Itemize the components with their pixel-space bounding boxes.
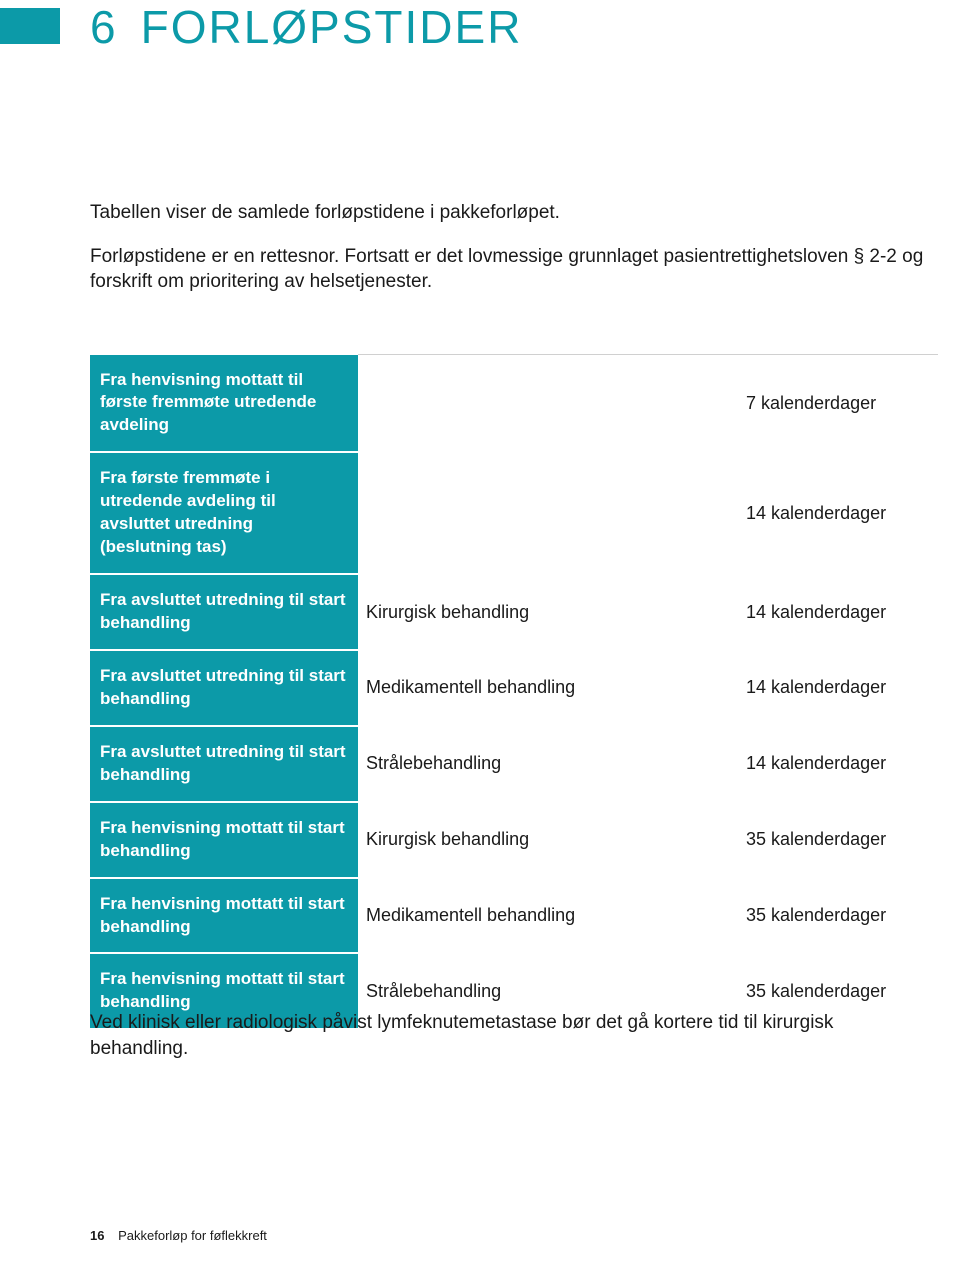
table-cell-right: 14 kalenderdager bbox=[738, 574, 938, 650]
table-cell-left: Fra avsluttet utredning til start behand… bbox=[90, 726, 358, 802]
page-footer: 16 Pakkeforløp for føflekkreft bbox=[90, 1228, 267, 1243]
table-row: Fra første fremmøte i utredende avdeling… bbox=[90, 452, 938, 574]
table-row: Fra avsluttet utredning til start behand… bbox=[90, 650, 938, 726]
table-cell-right: 14 kalenderdager bbox=[738, 452, 938, 574]
table-cell-left: Fra avsluttet utredning til start behand… bbox=[90, 650, 358, 726]
table-cell-mid: Strålebehandling bbox=[358, 726, 738, 802]
table-row: Fra henvisning mottatt til start behandl… bbox=[90, 802, 938, 878]
accent-bar bbox=[0, 8, 60, 44]
table-cell-mid: Kirurgisk behandling bbox=[358, 574, 738, 650]
table-cell-mid bbox=[358, 452, 738, 574]
table-cell-mid: Medikamentell behandling bbox=[358, 878, 738, 954]
table-row: Fra avsluttet utredning til start behand… bbox=[90, 726, 938, 802]
table-cell-left: Fra henvisning mottatt til start behandl… bbox=[90, 802, 358, 878]
chapter-heading: 6 FORLØPSTIDER bbox=[90, 0, 522, 54]
table-cell-right: 14 kalenderdager bbox=[738, 726, 938, 802]
table-cell-left: Fra første fremmøte i utredende avdeling… bbox=[90, 452, 358, 574]
footnote: Ved klinisk eller radiologisk påvist lym… bbox=[90, 1010, 930, 1061]
document-title: Pakkeforløp for føflekkreft bbox=[118, 1228, 267, 1243]
table-cell-mid: Medikamentell behandling bbox=[358, 650, 738, 726]
intro-text: Tabellen viser de samlede forløpstidene … bbox=[90, 200, 930, 313]
table-cell-right: 14 kalenderdager bbox=[738, 650, 938, 726]
page: { "heading": { "chapter_number": "6", "c… bbox=[0, 0, 960, 1261]
table-cell-right: 35 kalenderdager bbox=[738, 878, 938, 954]
table-row: Fra henvisning mottatt til første fremmø… bbox=[90, 355, 938, 453]
forlopstider-table: Fra henvisning mottatt til første fremmø… bbox=[90, 354, 938, 1030]
table-cell-left: Fra avsluttet utredning til start behand… bbox=[90, 574, 358, 650]
table-cell-left: Fra henvisning mottatt til første fremmø… bbox=[90, 355, 358, 453]
chapter-title: FORLØPSTIDER bbox=[141, 0, 523, 54]
page-number: 16 bbox=[90, 1228, 104, 1243]
table-cell-left: Fra henvisning mottatt til start behandl… bbox=[90, 878, 358, 954]
table-cell-mid bbox=[358, 355, 738, 453]
table-cell-right: 7 kalenderdager bbox=[738, 355, 938, 453]
intro-paragraph-1: Tabellen viser de samlede forløpstidene … bbox=[90, 200, 930, 226]
table-row: Fra avsluttet utredning til start behand… bbox=[90, 574, 938, 650]
chapter-number: 6 bbox=[90, 0, 117, 54]
table-cell-right: 35 kalenderdager bbox=[738, 802, 938, 878]
intro-paragraph-2: Forløpstidene er en rettesnor. Fortsatt … bbox=[90, 244, 930, 295]
table-row: Fra henvisning mottatt til start behandl… bbox=[90, 878, 938, 954]
table-cell-mid: Kirurgisk behandling bbox=[358, 802, 738, 878]
